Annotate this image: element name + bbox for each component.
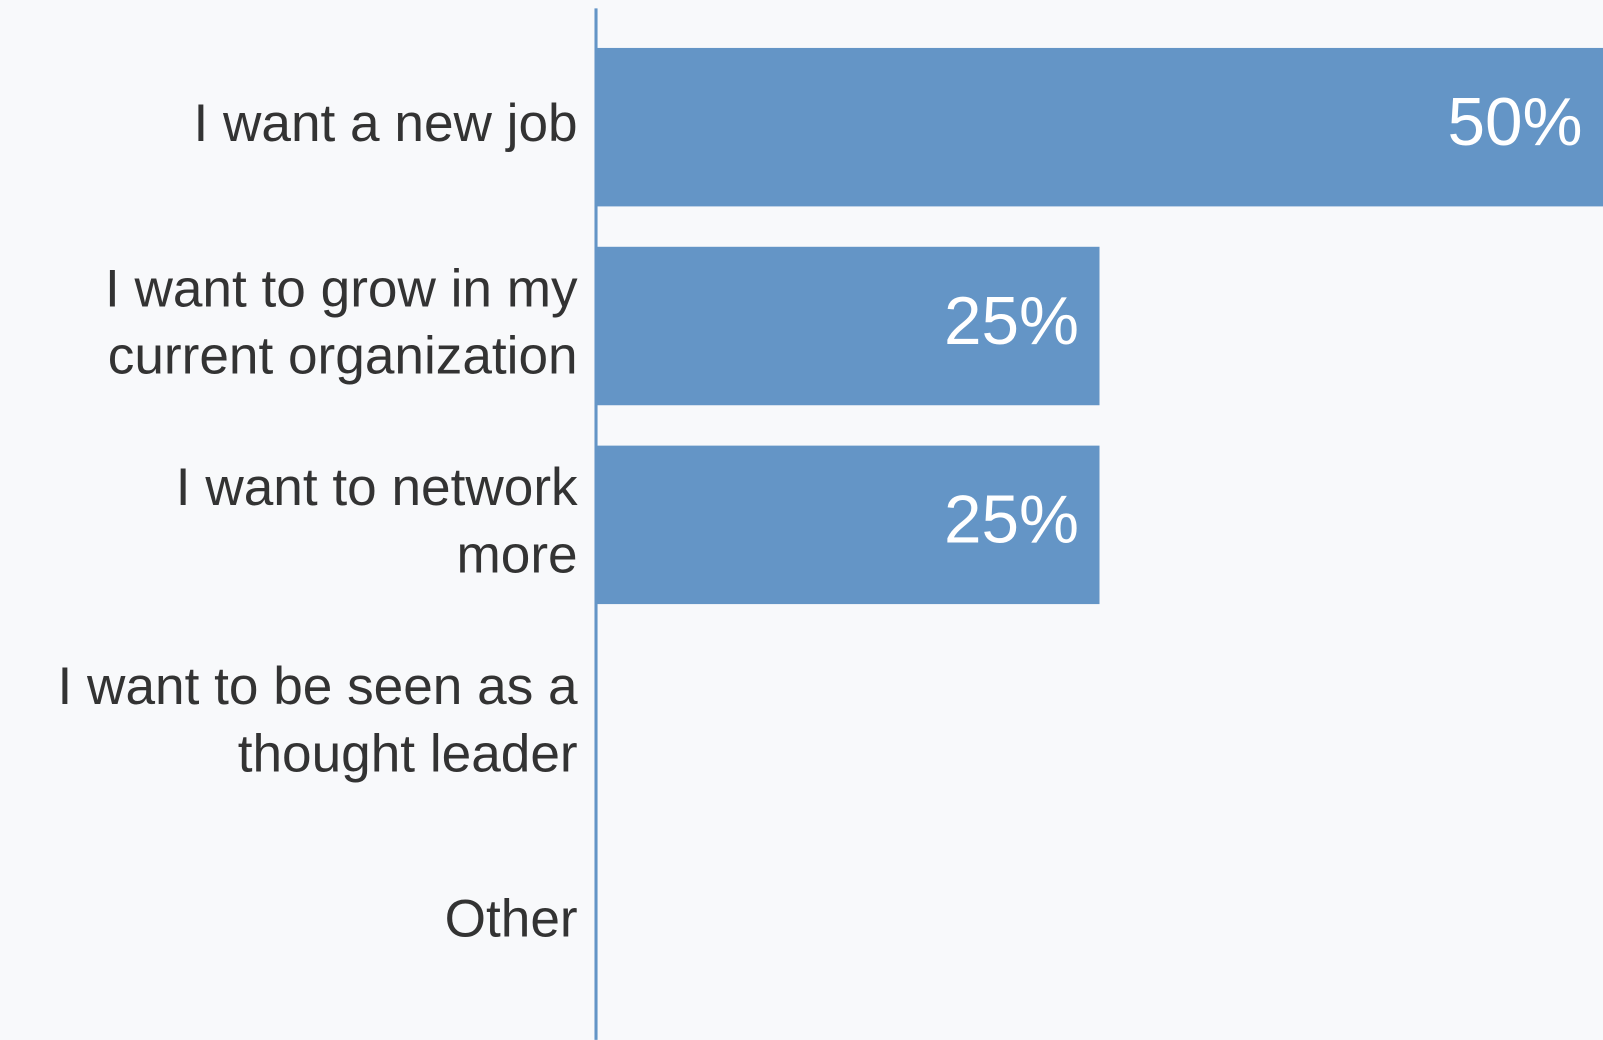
bar — [596, 47, 1603, 207]
category-label: I want to grow in my current organization — [105, 259, 578, 385]
label-line: more — [457, 526, 578, 585]
category-label: Other — [445, 890, 578, 949]
category-label: I want to be seen as a thought leader — [58, 657, 579, 783]
label-line: I want to grow in my — [105, 259, 578, 318]
category-label: I want a new job — [193, 94, 577, 153]
value-label: 50% — [1448, 85, 1583, 160]
label-line: I want to be seen as a — [58, 657, 579, 716]
label-line: Other — [445, 890, 578, 949]
label-line: I want to network — [176, 458, 578, 517]
bar — [596, 445, 1100, 605]
label-line: current organization — [108, 327, 578, 386]
label-line: thought leader — [238, 724, 578, 783]
value-label: 25% — [944, 483, 1079, 558]
value-label: 25% — [944, 284, 1079, 359]
bar — [596, 246, 1100, 406]
category-label: I want to network more — [176, 458, 578, 584]
label-line: I want a new job — [193, 94, 577, 153]
